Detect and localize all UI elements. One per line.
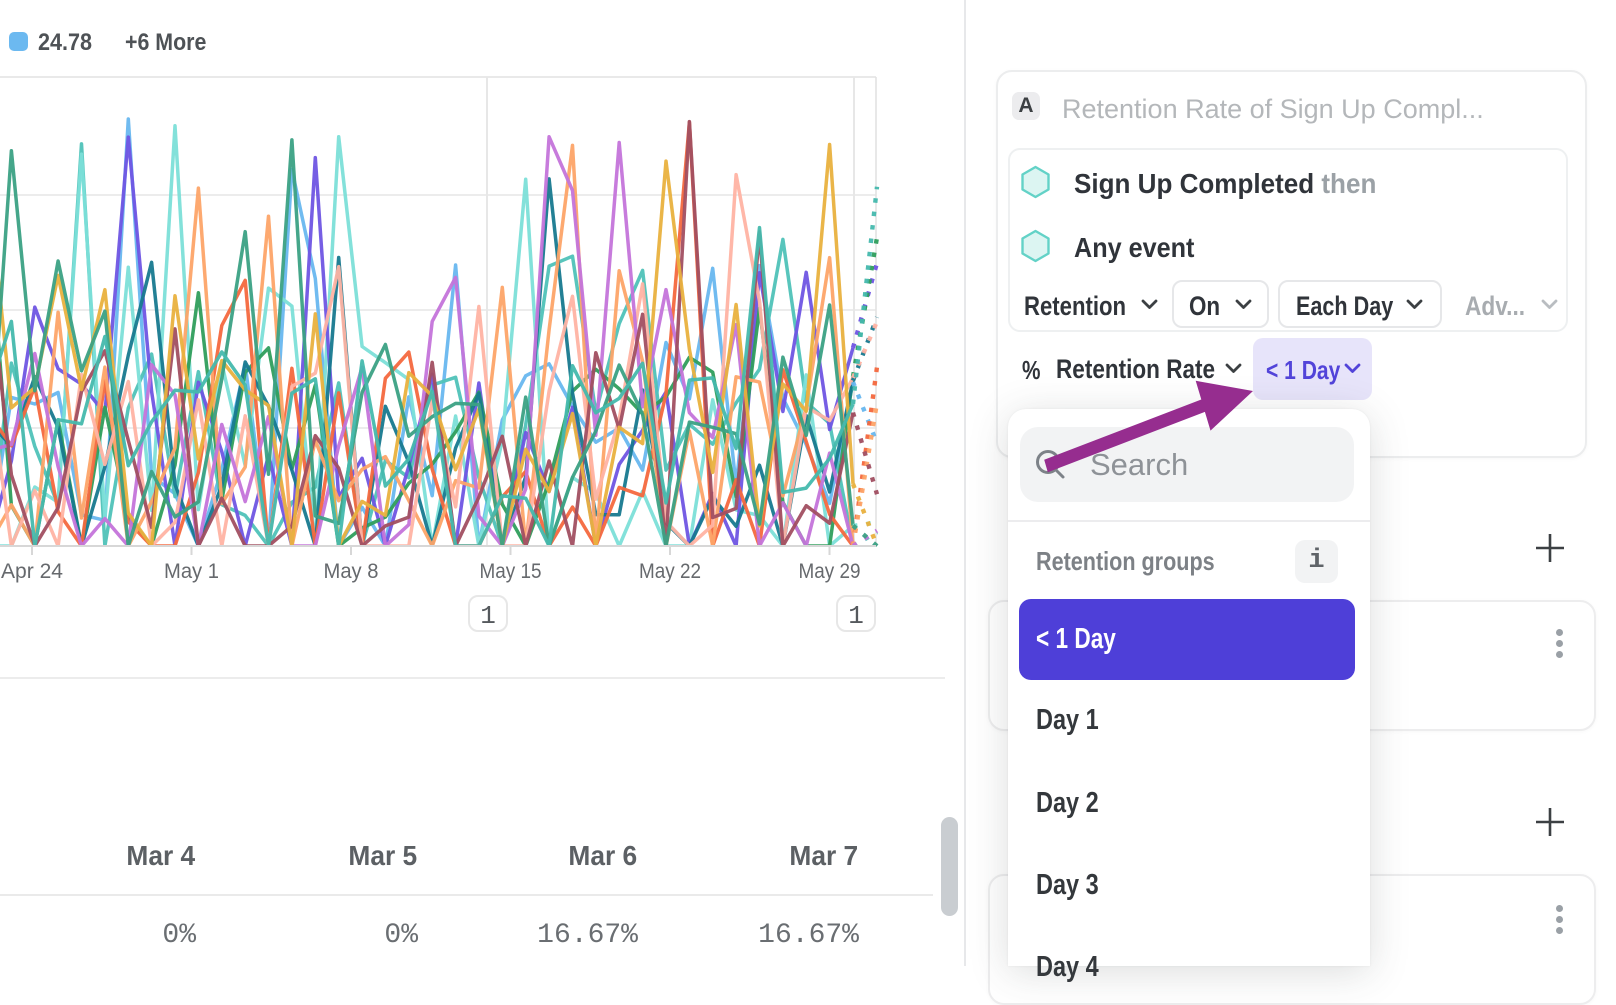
svg-text:Apr 24: Apr 24 bbox=[1, 560, 63, 583]
svg-text:May 22: May 22 bbox=[639, 560, 701, 583]
svg-text:May 1: May 1 bbox=[164, 560, 219, 583]
svg-text:May 8: May 8 bbox=[324, 560, 379, 583]
svg-text:May 29: May 29 bbox=[799, 560, 861, 583]
svg-text:May 15: May 15 bbox=[480, 560, 542, 583]
